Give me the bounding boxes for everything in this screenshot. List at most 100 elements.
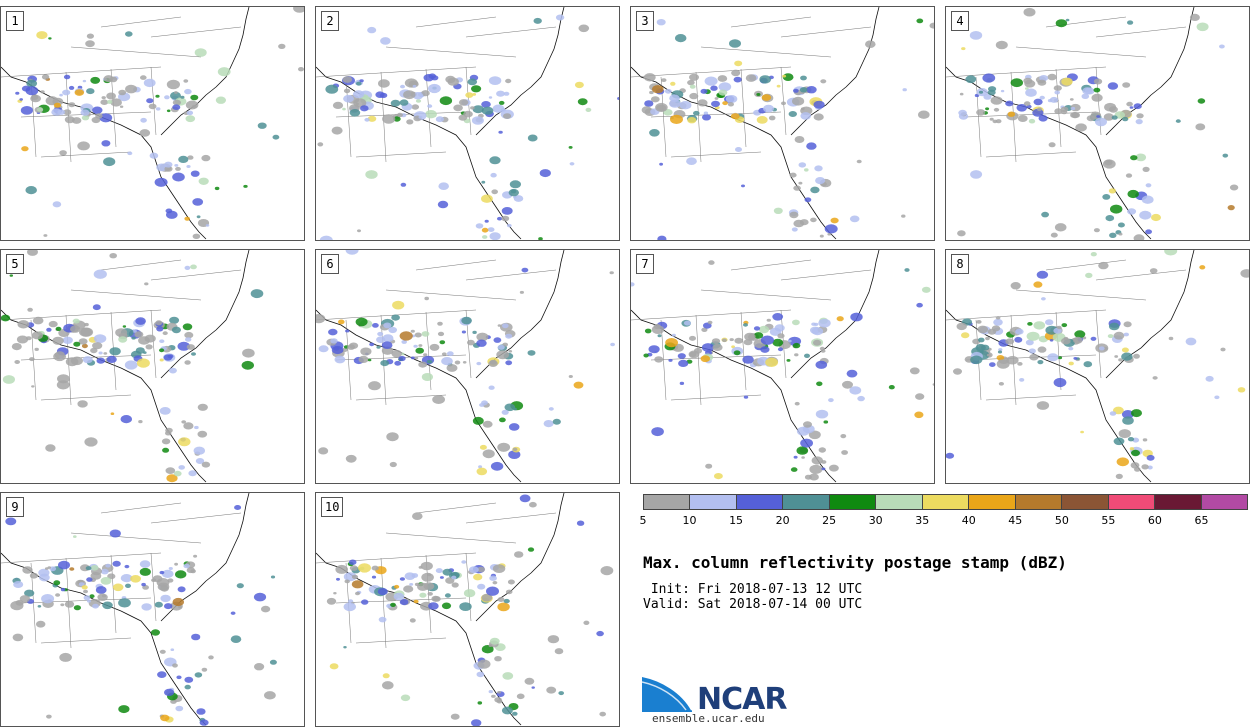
reflectivity-cell <box>849 386 862 395</box>
reflectivity-cell <box>650 96 660 103</box>
reflectivity-cell <box>58 560 70 570</box>
reflectivity-cell <box>424 296 429 301</box>
reflectivity-cell <box>792 96 805 106</box>
reflectivity-cell <box>1107 82 1119 90</box>
reflectivity-cell <box>790 467 798 472</box>
reflectivity-cell <box>1121 352 1133 361</box>
reflectivity-cell <box>177 586 186 593</box>
reflectivity-cell <box>400 84 405 89</box>
reflectivity-cell <box>554 648 564 655</box>
reflectivity-cell <box>101 594 107 598</box>
reflectivity-cell <box>377 588 388 596</box>
reflectivity-cell <box>1047 353 1059 362</box>
reflectivity-cell <box>585 107 592 112</box>
reflectivity-cell <box>731 69 741 77</box>
reflectivity-cell <box>1123 332 1129 337</box>
reflectivity-cell <box>195 458 205 464</box>
reflectivity-cell <box>10 600 24 611</box>
reflectivity-cell <box>1146 454 1155 461</box>
reflectivity-cell <box>439 96 453 106</box>
reflectivity-cell <box>446 351 454 357</box>
reflectivity-cell <box>513 407 517 411</box>
reflectivity-cell <box>531 686 535 689</box>
colorbar-segment <box>922 495 970 509</box>
reflectivity-cell <box>1081 93 1090 100</box>
reflectivity-cell <box>48 37 52 40</box>
reflectivity-cell <box>112 560 121 567</box>
reflectivity-cell <box>1063 336 1069 341</box>
reflectivity-cell <box>1104 102 1117 112</box>
reflectivity-cell <box>850 312 863 322</box>
reflectivity-cell <box>376 336 386 343</box>
reflectivity-cell <box>68 102 76 108</box>
reflectivity-cell <box>505 360 513 366</box>
coastline <box>1 7 250 240</box>
reflectivity-cell <box>184 684 191 690</box>
reflectivity-cell <box>19 595 30 603</box>
reflectivity-cell <box>693 110 700 116</box>
reflectivity-cell <box>103 157 116 167</box>
reflectivity-cell <box>161 569 174 578</box>
reflectivity-cell <box>1038 115 1048 122</box>
reflectivity-cell <box>916 302 923 308</box>
reflectivity-cell <box>1029 353 1039 361</box>
reflectivity-cell <box>90 565 99 571</box>
reflectivity-cell <box>976 109 986 116</box>
reflectivity-cell <box>135 317 146 325</box>
reflectivity-cell <box>781 101 786 106</box>
reflectivity-cell <box>729 338 734 342</box>
reflectivity-cell <box>159 339 165 343</box>
reflectivity-cell <box>119 105 124 108</box>
reflectivity-cell <box>54 351 65 359</box>
reflectivity-cell <box>199 719 209 726</box>
reflectivity-cell <box>702 114 711 121</box>
reflectivity-cell <box>331 126 343 135</box>
reflectivity-cell <box>977 325 989 334</box>
reflectivity-cell <box>418 361 428 368</box>
reflectivity-cell <box>1189 13 1200 21</box>
reflectivity-cell <box>1068 346 1074 351</box>
reflectivity-cell <box>345 454 357 463</box>
reflectivity-cell <box>184 88 192 95</box>
reflectivity-cell <box>1090 336 1097 341</box>
panel-member-label: 2 <box>321 11 339 31</box>
reflectivity-cell <box>649 129 660 137</box>
reflectivity-cell <box>253 592 267 602</box>
reflectivity-cell <box>428 83 441 94</box>
reflectivity-cell <box>334 355 346 364</box>
reflectivity-cell <box>792 319 800 326</box>
reflectivity-cell <box>365 170 378 179</box>
reflectivity-cell <box>39 573 50 582</box>
reflectivity-cell <box>1127 189 1139 199</box>
reflectivity-cell <box>687 117 697 124</box>
reflectivity-cell <box>1056 325 1062 330</box>
reflectivity-cell <box>382 681 394 690</box>
reflectivity-cell <box>176 675 182 680</box>
reflectivity-cell <box>445 75 456 83</box>
reflectivity-cell <box>734 337 743 344</box>
reflectivity-cell <box>803 421 812 428</box>
reflectivity-cell <box>946 452 955 459</box>
reflectivity-cell <box>139 129 151 137</box>
reflectivity-cell <box>472 330 477 334</box>
reflectivity-cell <box>527 350 536 356</box>
reflectivity-cell <box>419 592 427 598</box>
reflectivity-cell <box>675 34 687 43</box>
reflectivity-cell <box>400 182 407 187</box>
reflectivity-cell <box>501 215 510 222</box>
reflectivity-cell <box>125 84 138 94</box>
reflectivity-cell <box>261 605 271 613</box>
reflectivity-cell <box>1139 210 1152 220</box>
reflectivity-cell <box>194 48 207 57</box>
reflectivity-cell <box>461 316 472 325</box>
reflectivity-cell <box>527 134 538 142</box>
reflectivity-cell <box>1045 319 1054 326</box>
reflectivity-cell <box>409 583 414 586</box>
reflectivity-cell <box>1121 347 1129 353</box>
reflectivity-cell <box>463 589 476 598</box>
reflectivity-cell <box>154 601 163 608</box>
panel-member-label: 3 <box>636 11 654 31</box>
reflectivity-cell <box>1145 229 1152 235</box>
reflectivity-cell <box>1196 22 1209 32</box>
reflectivity-cell <box>214 186 220 191</box>
